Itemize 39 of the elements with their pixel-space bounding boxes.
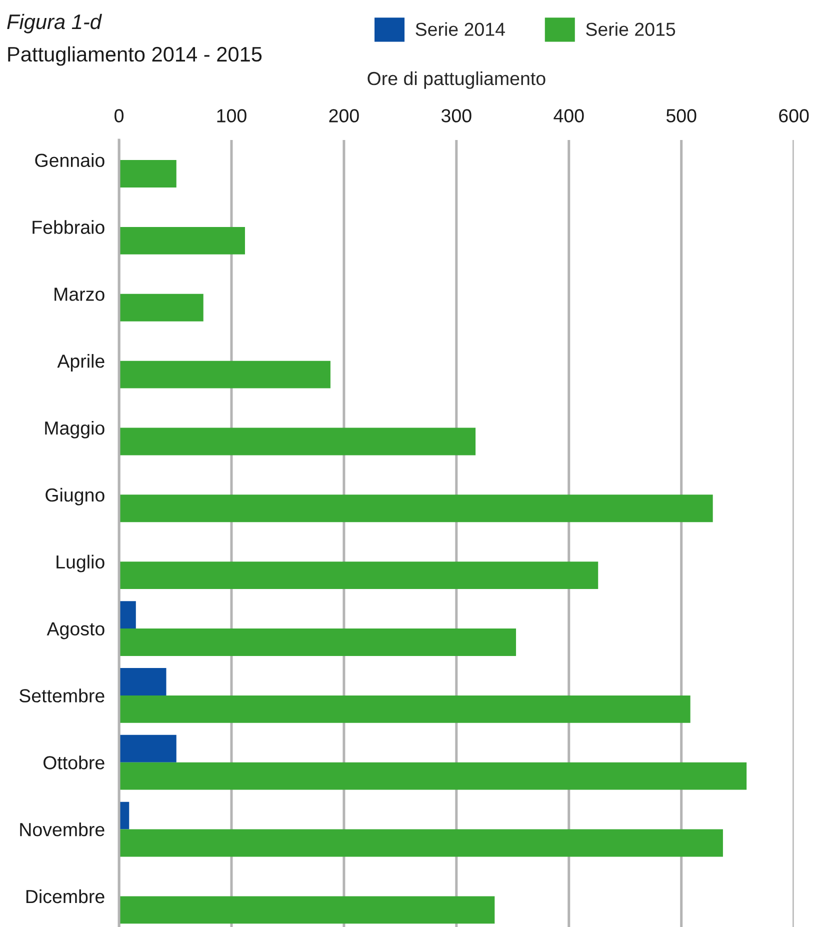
y-tick-label: Aprile xyxy=(57,354,104,372)
bar xyxy=(119,762,747,790)
x-tick-label: 200 xyxy=(329,109,359,122)
bar xyxy=(119,494,713,522)
bar xyxy=(119,428,476,456)
bar xyxy=(119,294,204,322)
x-tick-label: 400 xyxy=(554,109,584,122)
x-tick-label: 300 xyxy=(441,109,472,122)
bar xyxy=(119,695,690,723)
y-tick-label: Marzo xyxy=(54,288,104,301)
y-tick-label: Febbraio xyxy=(32,220,104,234)
chart-subtitle: Pattugliamento 2014 - 2015 xyxy=(8,46,262,66)
bar xyxy=(119,668,166,696)
bar xyxy=(119,160,176,188)
bar xyxy=(119,829,723,857)
y-tick-label: Gennaio xyxy=(35,153,104,168)
x-tick-label: 100 xyxy=(217,109,246,122)
bar xyxy=(119,601,136,629)
x-tick-label: 500 xyxy=(666,109,696,122)
legend-label: Serie 2014 xyxy=(416,22,505,36)
y-tick-label: Dicembre xyxy=(26,889,104,904)
bar xyxy=(119,226,245,254)
y-tick-label: Maggio xyxy=(45,420,104,438)
y-tick-label: Luglio xyxy=(56,554,104,572)
bar xyxy=(119,896,495,924)
bar xyxy=(119,360,330,388)
x-tick-label: 600 xyxy=(779,109,809,122)
y-tick-label: Settembre xyxy=(19,688,104,702)
chart-title: Figura 1-d xyxy=(7,14,102,34)
x-tick-label: 0 xyxy=(114,109,124,122)
legend-label: Serie 2015 xyxy=(586,22,676,36)
y-tick-label: Ottobre xyxy=(43,756,104,770)
bar xyxy=(119,628,516,656)
bar xyxy=(119,734,176,762)
y-tick-label: Novembre xyxy=(20,822,104,836)
y-tick-label: Agosto xyxy=(46,622,104,640)
bar xyxy=(119,562,598,590)
y-tick-label: Giugno xyxy=(46,488,104,506)
x-axis-title: Ore di pattugliamento xyxy=(368,71,546,89)
